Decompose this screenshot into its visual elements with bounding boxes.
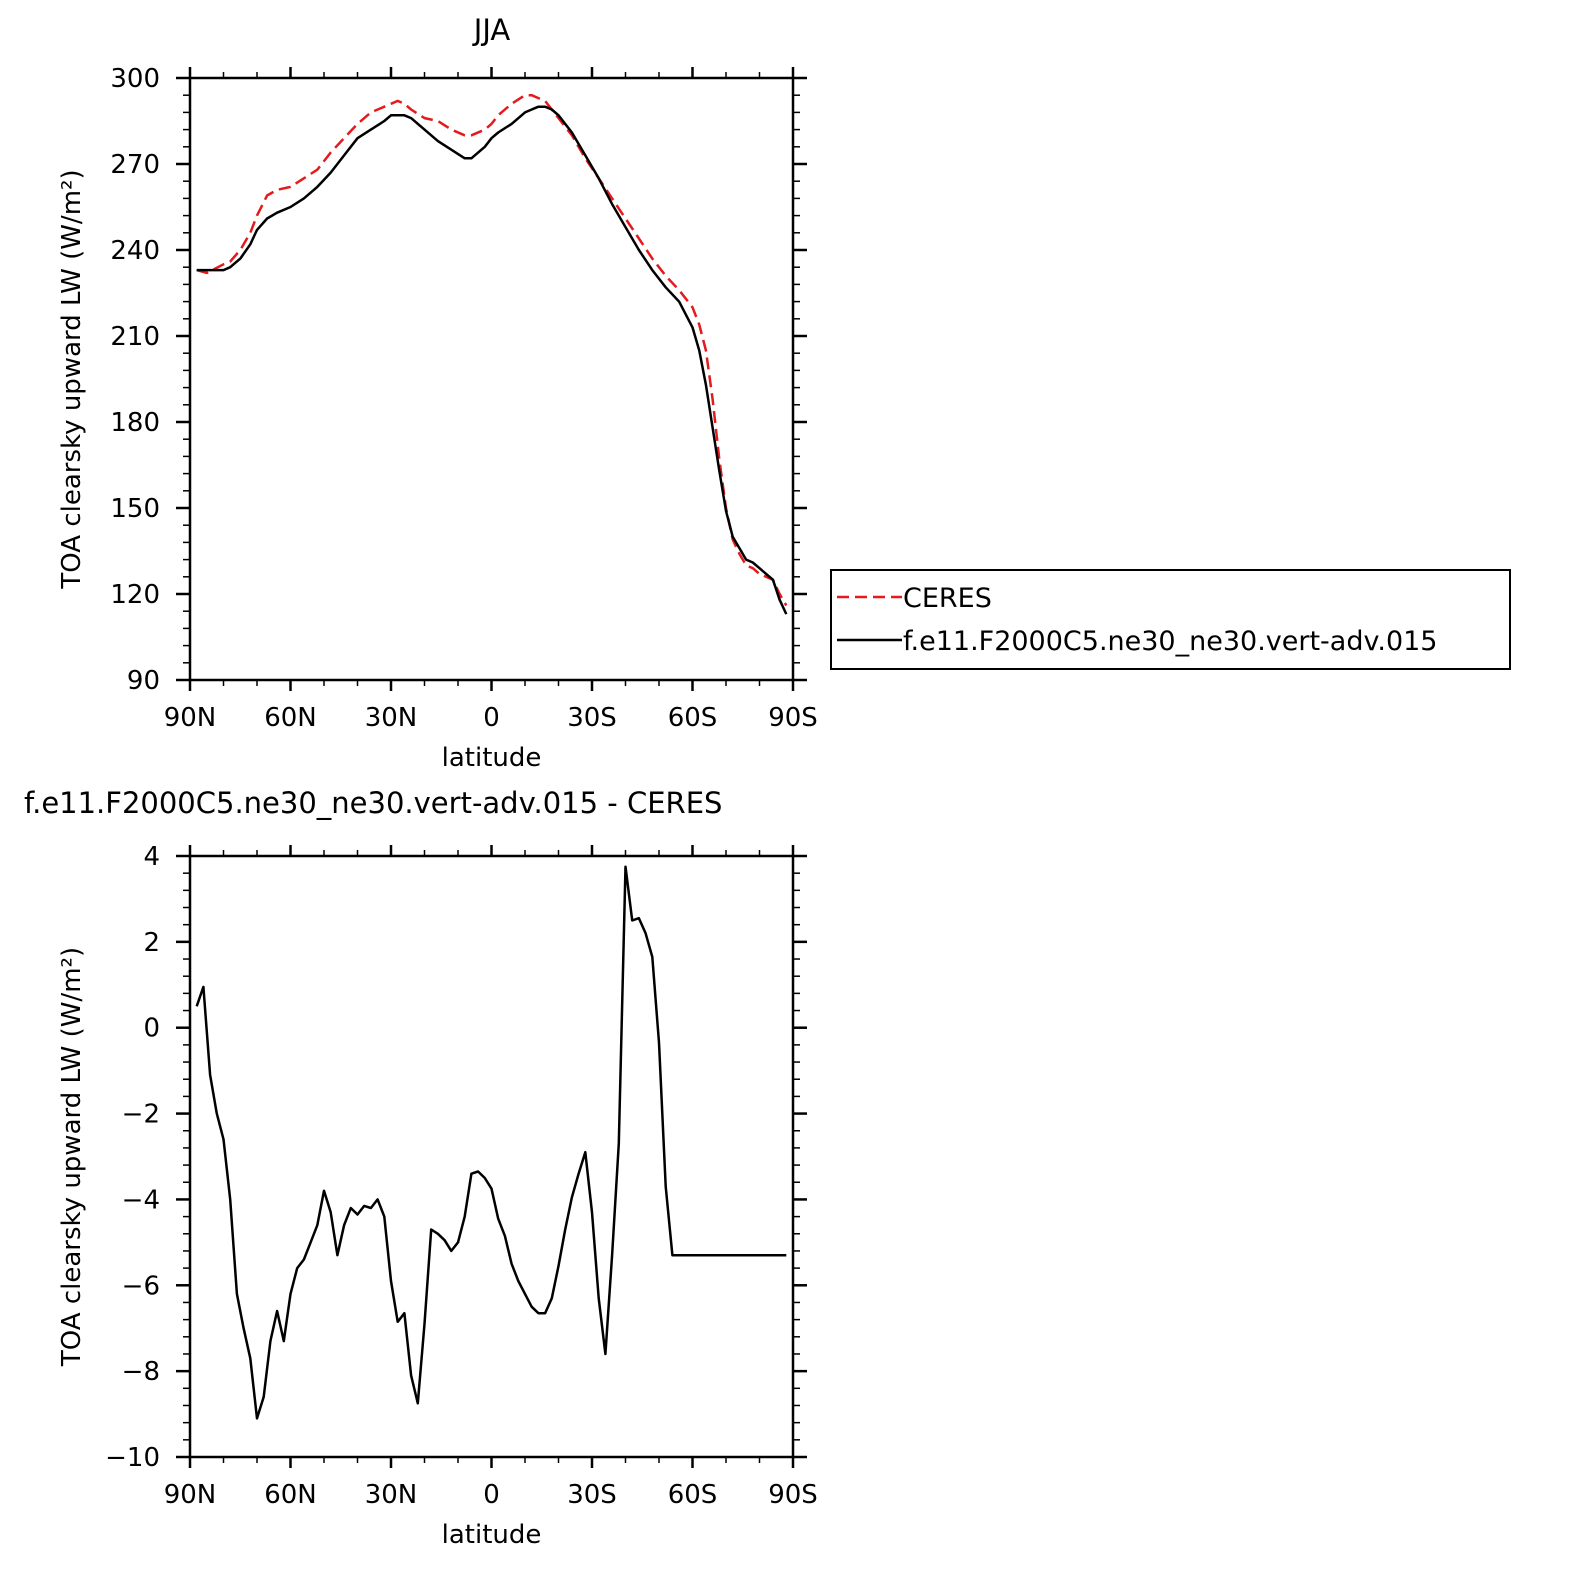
x-tick-label: 30N	[365, 703, 418, 733]
bottom-panel-difference: f.e11.F2000C5.ne30_ne30.vert-adv.015 - C…	[24, 786, 818, 1550]
y-tick-label: −2	[122, 1100, 160, 1130]
y-tick-label: 0	[143, 1014, 160, 1044]
y-tick-label: 2	[143, 928, 160, 958]
legend-entry: CERES	[903, 583, 992, 614]
x-tick-label: 0	[483, 703, 500, 733]
plot-frame	[188, 854, 795, 1459]
x-axis-label: latitude	[442, 1520, 542, 1550]
y-axis-label: TOA clearsky upward LW (W/m²)	[57, 947, 87, 1367]
legend-box	[830, 569, 1511, 670]
y-tick-label: 240	[110, 236, 160, 266]
x-tick-label: 90N	[164, 703, 217, 733]
x-tick-label: 0	[483, 1480, 500, 1510]
chart-title: JJA	[472, 13, 511, 47]
chart-title: f.e11.F2000C5.ne30_ne30.vert-adv.015 - C…	[24, 786, 722, 820]
top-panel-jja: JJA 90N 60N 30N 0 30S 60S 90S 90 120 150 180 210 240 2…	[57, 13, 818, 773]
y-tick-label: 4	[143, 842, 160, 872]
legend-entry: f.e11.F2000C5.ne30_ne30.vert-adv.015	[903, 626, 1437, 657]
x-tick-label: 60N	[264, 1480, 317, 1510]
x-tick-label: 90S	[768, 1480, 818, 1510]
y-tick-label: 150	[110, 494, 160, 524]
x-tick-label: 90N	[164, 1480, 217, 1510]
x-tick-label: 60S	[668, 703, 718, 733]
series-line-0	[195, 865, 787, 1420]
plot-frame	[188, 76, 795, 682]
y-tick-label: −4	[122, 1185, 160, 1215]
y-tick-label: −8	[122, 1357, 160, 1387]
y-tick-label: −6	[122, 1271, 160, 1301]
x-tick-label: 30N	[365, 1480, 418, 1510]
x-tick-label: 90S	[768, 703, 818, 733]
x-tick-label: 30S	[567, 703, 617, 733]
y-tick-label: 210	[110, 322, 160, 352]
y-tick-label: 90	[127, 666, 160, 696]
y-tick-label: 270	[110, 150, 160, 180]
series-line-0	[196, 93, 788, 607]
x-tick-label: 60N	[264, 703, 317, 733]
y-axis-label: TOA clearsky upward LW (W/m²)	[57, 169, 87, 589]
y-tick-label: 180	[110, 408, 160, 438]
x-axis-label: latitude	[442, 743, 542, 773]
y-tick-label: 300	[110, 64, 160, 94]
x-tick-label: 30S	[567, 1480, 617, 1510]
y-tick-label: −10	[105, 1443, 160, 1473]
series-line-1	[196, 105, 788, 615]
y-tick-label: 120	[110, 580, 160, 610]
x-tick-label: 60S	[668, 1480, 718, 1510]
legend: CERES f.e11.F2000C5.ne30_ne30.vert-adv.01…	[830, 569, 1511, 670]
